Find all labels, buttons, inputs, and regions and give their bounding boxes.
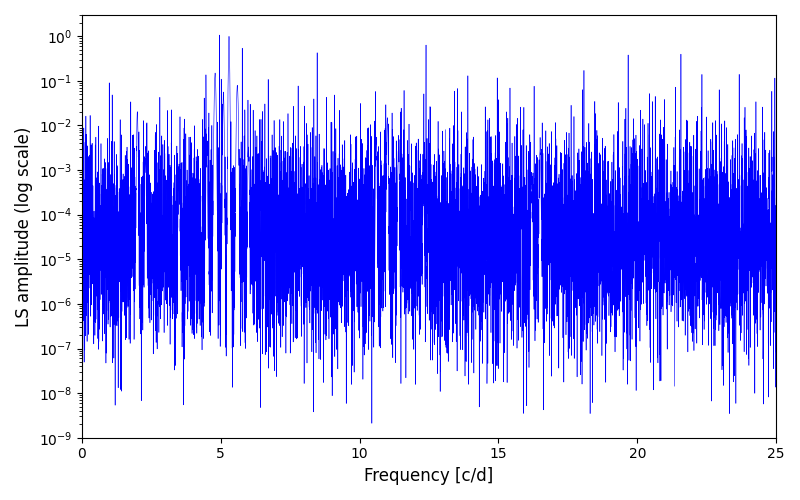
X-axis label: Frequency [c/d]: Frequency [c/d]	[364, 467, 494, 485]
Y-axis label: LS amplitude (log scale): LS amplitude (log scale)	[15, 126, 33, 326]
